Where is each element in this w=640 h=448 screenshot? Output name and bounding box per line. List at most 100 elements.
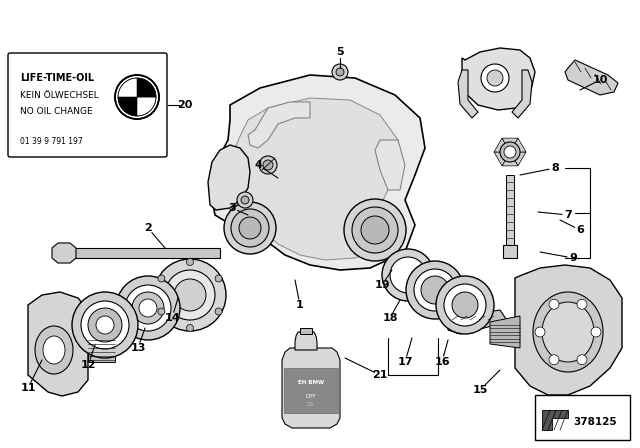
- Text: 13: 13: [131, 343, 146, 353]
- Polygon shape: [60, 248, 220, 258]
- Circle shape: [577, 355, 587, 365]
- Ellipse shape: [533, 292, 603, 372]
- Circle shape: [500, 142, 520, 162]
- Ellipse shape: [361, 216, 389, 244]
- Ellipse shape: [231, 209, 269, 247]
- Polygon shape: [490, 316, 520, 348]
- Polygon shape: [210, 75, 425, 270]
- Ellipse shape: [116, 276, 180, 340]
- Text: 378125: 378125: [573, 417, 616, 427]
- Ellipse shape: [72, 292, 138, 358]
- Ellipse shape: [390, 257, 426, 293]
- Text: 7: 7: [564, 210, 572, 220]
- Circle shape: [158, 308, 165, 315]
- Text: 9: 9: [569, 253, 577, 263]
- Text: LIFE-TIME-OIL: LIFE-TIME-OIL: [20, 73, 94, 83]
- Ellipse shape: [35, 326, 73, 374]
- Polygon shape: [503, 245, 517, 258]
- Polygon shape: [282, 348, 340, 428]
- Text: KEIN ÖLWECHSEL: KEIN ÖLWECHSEL: [20, 91, 99, 100]
- Polygon shape: [28, 292, 88, 396]
- Text: 1: 1: [296, 300, 304, 310]
- Circle shape: [237, 192, 253, 208]
- Text: 17: 17: [397, 357, 413, 367]
- Polygon shape: [502, 138, 518, 152]
- Circle shape: [215, 308, 222, 315]
- Polygon shape: [295, 332, 317, 350]
- Ellipse shape: [352, 207, 398, 253]
- Polygon shape: [510, 138, 526, 152]
- Polygon shape: [448, 310, 508, 334]
- Ellipse shape: [239, 217, 261, 239]
- Polygon shape: [542, 410, 568, 430]
- Wedge shape: [137, 78, 156, 97]
- Text: 20: 20: [177, 100, 193, 110]
- Ellipse shape: [406, 261, 464, 319]
- Text: 6: 6: [576, 225, 584, 235]
- Text: EH BMW: EH BMW: [298, 379, 324, 384]
- Wedge shape: [118, 78, 137, 97]
- Text: 01 39 9 791 197: 01 39 9 791 197: [20, 137, 83, 146]
- Polygon shape: [375, 140, 405, 190]
- Text: OIL: OIL: [307, 402, 315, 408]
- Polygon shape: [512, 70, 532, 118]
- Circle shape: [577, 299, 587, 309]
- Text: 16: 16: [434, 357, 450, 367]
- Polygon shape: [515, 265, 622, 395]
- Polygon shape: [565, 60, 618, 95]
- Ellipse shape: [88, 308, 122, 342]
- Ellipse shape: [139, 299, 157, 317]
- Polygon shape: [208, 145, 250, 210]
- Ellipse shape: [444, 284, 486, 326]
- Ellipse shape: [43, 336, 65, 364]
- Circle shape: [549, 355, 559, 365]
- Circle shape: [115, 75, 159, 119]
- Circle shape: [259, 156, 277, 174]
- Text: 18: 18: [382, 313, 397, 323]
- Text: 4: 4: [254, 160, 262, 170]
- Ellipse shape: [344, 199, 406, 261]
- Polygon shape: [462, 48, 535, 110]
- Circle shape: [186, 324, 193, 332]
- Polygon shape: [228, 98, 400, 260]
- FancyBboxPatch shape: [535, 395, 630, 440]
- Text: 2: 2: [144, 223, 152, 233]
- Circle shape: [263, 160, 273, 170]
- Circle shape: [215, 275, 222, 282]
- Ellipse shape: [452, 292, 478, 318]
- Ellipse shape: [421, 276, 449, 304]
- Circle shape: [535, 327, 545, 337]
- Bar: [284, 368, 339, 413]
- Wedge shape: [118, 97, 137, 116]
- Ellipse shape: [224, 202, 276, 254]
- Polygon shape: [506, 175, 514, 248]
- Ellipse shape: [132, 292, 164, 324]
- Circle shape: [481, 64, 509, 92]
- Ellipse shape: [154, 259, 226, 331]
- Text: 12: 12: [80, 360, 96, 370]
- Ellipse shape: [436, 276, 494, 334]
- Circle shape: [332, 64, 348, 80]
- Circle shape: [504, 146, 516, 158]
- Text: 15: 15: [472, 385, 488, 395]
- Polygon shape: [502, 152, 518, 166]
- Polygon shape: [88, 338, 115, 362]
- Circle shape: [549, 299, 559, 309]
- Circle shape: [487, 70, 503, 86]
- Text: 11: 11: [20, 383, 36, 393]
- Circle shape: [591, 327, 601, 337]
- Polygon shape: [494, 138, 510, 152]
- Text: DIFF: DIFF: [306, 393, 316, 399]
- FancyBboxPatch shape: [8, 53, 167, 157]
- Ellipse shape: [174, 279, 206, 311]
- Ellipse shape: [414, 269, 456, 311]
- Circle shape: [241, 196, 249, 204]
- Text: 21: 21: [372, 370, 388, 380]
- Text: 5: 5: [336, 47, 344, 57]
- Ellipse shape: [382, 249, 434, 301]
- Wedge shape: [137, 97, 156, 116]
- Circle shape: [158, 275, 165, 282]
- Text: 10: 10: [592, 75, 608, 85]
- Polygon shape: [458, 70, 478, 118]
- Ellipse shape: [125, 285, 171, 331]
